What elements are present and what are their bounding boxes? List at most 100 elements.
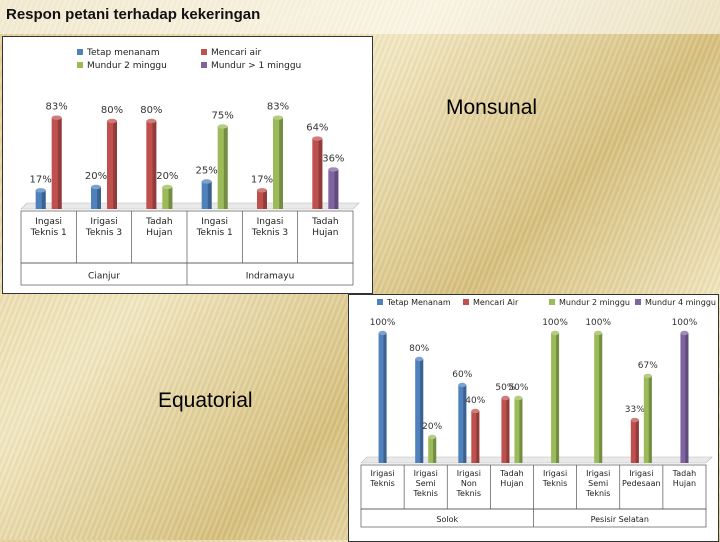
bar-shade <box>223 126 228 209</box>
bar <box>415 356 424 463</box>
bar-cap <box>107 118 117 124</box>
bar-front <box>551 333 560 463</box>
bar <box>91 184 101 209</box>
bar-cap <box>458 382 467 388</box>
category-label: Ingasi Teknis 3 <box>251 217 288 238</box>
legend-swatch <box>77 49 83 55</box>
data-label: 80% <box>409 344 429 354</box>
bar-front <box>257 190 267 209</box>
bar-shade <box>506 398 510 463</box>
bar-shade <box>279 117 283 209</box>
bar-front <box>471 411 480 463</box>
bar-front <box>107 121 117 209</box>
bar <box>257 188 267 209</box>
bar-front <box>458 385 467 463</box>
legend-label: Mundur 2 minggu <box>559 298 630 307</box>
legend-label: Tetap menanam <box>86 48 160 58</box>
bar <box>328 167 339 209</box>
data-label: 75% <box>212 111 234 122</box>
bar-front <box>378 333 387 463</box>
bar <box>428 434 437 463</box>
data-label: 100% <box>585 318 611 328</box>
data-label: 17% <box>30 174 52 185</box>
legend-swatch <box>77 62 83 68</box>
bar-front <box>328 169 339 209</box>
bar-front <box>312 138 323 209</box>
bar-cap <box>51 115 62 120</box>
data-label: 80% <box>101 105 123 116</box>
category-label: Irigasi Teknis <box>542 469 568 488</box>
bar <box>217 124 228 209</box>
data-label: 80% <box>140 105 162 116</box>
bar-shade <box>599 333 603 463</box>
bar-cap <box>312 136 323 141</box>
bar-cap <box>501 395 510 401</box>
legend-swatch <box>201 49 207 55</box>
legend-swatch <box>549 299 555 305</box>
bar-cap <box>257 188 267 193</box>
category-label: Tadah Hujan <box>145 217 172 238</box>
category-label: Tadah Hujan <box>311 217 338 238</box>
bar-cap <box>415 356 424 362</box>
bar-front <box>501 398 510 463</box>
bar-front <box>91 187 101 209</box>
bar <box>107 118 117 209</box>
chart-equatorial: Tetap Menanam Mencari Air Mundur 2 minggu M… <box>360 298 716 528</box>
bar-cap <box>217 124 228 129</box>
category-label: Tadah Hujan <box>672 469 697 488</box>
data-label: 67% <box>638 361 658 371</box>
data-label: 50% <box>508 383 528 393</box>
data-label: 33% <box>625 405 645 415</box>
bar-front <box>680 333 689 463</box>
data-label: 36% <box>322 153 344 164</box>
category-label: Ingasi Teknis 1 <box>196 217 233 238</box>
bar <box>273 115 283 209</box>
data-label: 83% <box>46 102 68 113</box>
caption-equatorial: Equatorial <box>158 389 253 412</box>
legend-label: Tetap Menanam <box>386 298 451 307</box>
legend-label: Mencari air <box>211 48 262 58</box>
bar-shade <box>433 437 437 463</box>
data-label: 100% <box>542 318 568 328</box>
data-label: 40% <box>465 396 485 406</box>
data-label: 20% <box>422 422 442 432</box>
bar <box>312 136 323 209</box>
bar-shade <box>556 333 560 463</box>
caption-monsunal: Monsunal <box>446 96 538 119</box>
category-label: Tadah Hujan <box>499 469 524 488</box>
bar-cap <box>146 118 157 124</box>
bar <box>35 188 46 209</box>
legend-swatch <box>635 299 641 305</box>
chart-floor <box>360 456 713 464</box>
bar-shade <box>207 181 212 209</box>
chart-floor <box>20 202 360 210</box>
group-label: Cianjur <box>88 272 120 282</box>
bar-shade <box>685 333 689 463</box>
bar-shade <box>318 138 323 209</box>
bar-cap <box>514 395 523 401</box>
bar-front <box>594 333 603 463</box>
bar <box>514 395 523 463</box>
chart-panel-monsunal: Tetap menanam Mencari air Mundur 2 minggu M… <box>2 36 373 294</box>
bar-shade <box>41 190 46 209</box>
bar-shade <box>519 398 523 463</box>
category-label: Irigasi Non Teknis <box>456 469 482 498</box>
slide-title: Respon petani terhadap kekeringan <box>6 6 261 23</box>
legend-label: Mundur 4 minggu <box>645 298 716 307</box>
bar <box>458 382 467 463</box>
bar <box>551 330 560 463</box>
data-label: 64% <box>306 123 328 134</box>
bar-shade <box>420 359 424 463</box>
category-label: Irigasi Semi Teknis <box>412 469 438 498</box>
category-label: Irigasi Teknis <box>369 469 395 488</box>
title-bar: Respon petani terhadap kekeringan <box>0 0 720 34</box>
bar-front <box>35 190 46 209</box>
group-label: Solok <box>436 515 458 524</box>
bar-front <box>514 398 523 463</box>
bar-front <box>428 437 437 463</box>
bar-front <box>51 117 62 209</box>
bar-front <box>162 187 173 209</box>
bar-shade <box>57 117 62 209</box>
bar <box>201 179 212 209</box>
bar-cap <box>91 184 101 190</box>
